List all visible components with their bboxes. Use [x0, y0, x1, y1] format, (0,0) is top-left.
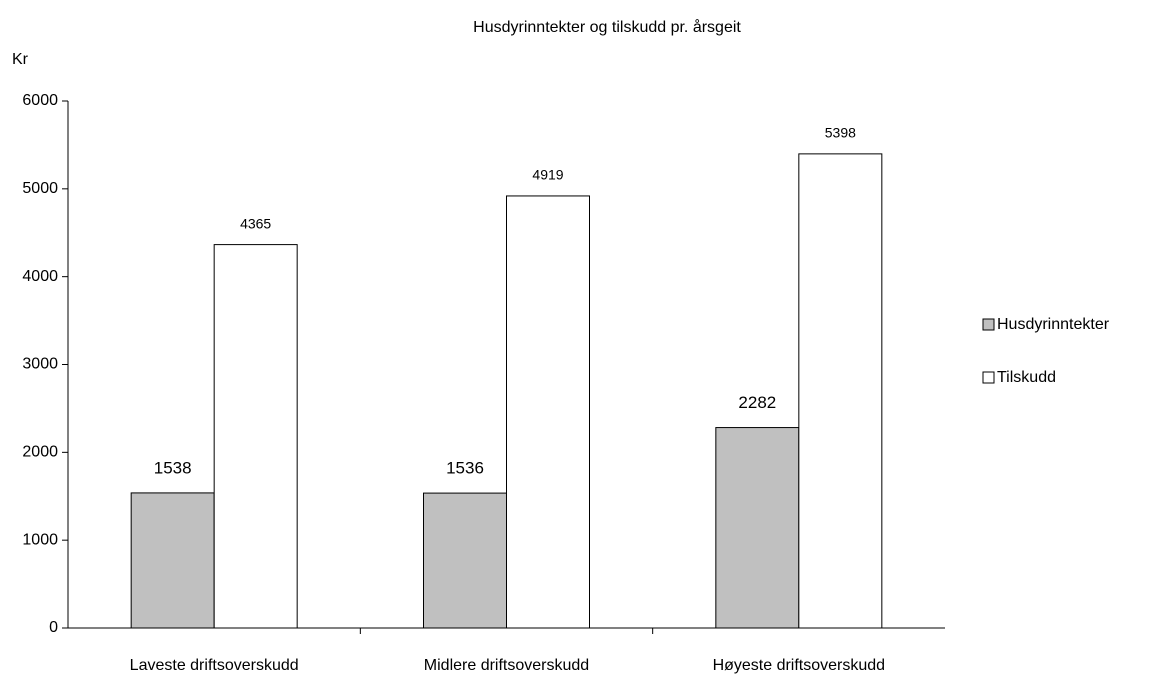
bar	[423, 492, 507, 629]
value-label: 4365	[240, 215, 271, 231]
chart-title: Husdyrinntekter og tilskudd pr. årsgeit	[473, 18, 741, 36]
legend-swatch	[982, 318, 995, 331]
x-tick-label: Laveste driftsoverskudd	[130, 657, 299, 674]
legend-swatch	[982, 371, 995, 384]
y-tick-label: 6000	[22, 92, 58, 109]
y-tick-label: 1000	[22, 531, 58, 548]
y-tick-label: 0	[49, 619, 58, 636]
y-axis-label: Kr	[12, 51, 29, 68]
x-tick-label: Høyeste driftsoverskudd	[713, 657, 886, 674]
value-label: 5398	[825, 125, 856, 141]
y-tick-label: 5000	[22, 180, 58, 197]
value-label: 4919	[532, 167, 563, 183]
y-tick-label: 2000	[22, 444, 58, 461]
legend-label: Husdyrinntekter	[997, 316, 1110, 333]
y-tick-label: 4000	[22, 268, 58, 285]
y-tick-label: 3000	[22, 356, 58, 373]
x-tick-label: Midlere driftsoverskudd	[424, 657, 589, 674]
bar	[715, 427, 800, 629]
value-label: 1538	[154, 458, 192, 477]
value-label: 2282	[738, 393, 776, 412]
bar	[506, 195, 590, 629]
value-label: 1536	[446, 459, 484, 478]
bar	[213, 244, 298, 629]
bar	[130, 492, 215, 629]
legend-label: Tilskudd	[997, 369, 1056, 386]
bar	[798, 153, 883, 629]
